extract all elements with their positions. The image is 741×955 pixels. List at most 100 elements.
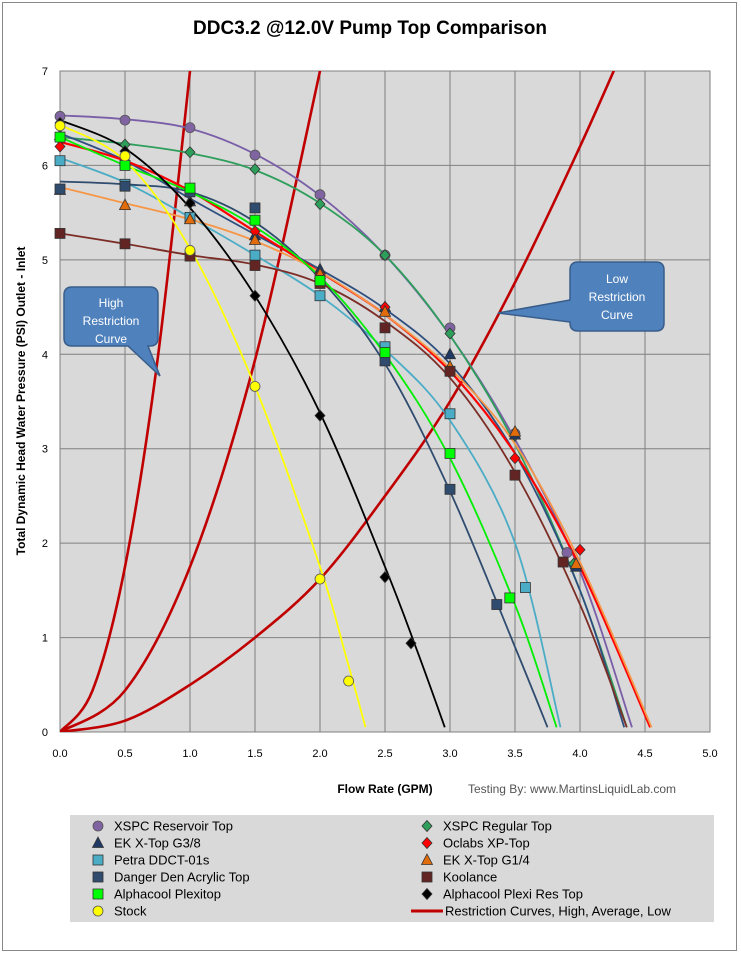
data-point-series-9: [379, 571, 391, 584]
legend-label: Danger Den Acrylic Top: [114, 870, 250, 885]
data-point-series-6: [54, 183, 66, 195]
data-point-series-10: [343, 675, 355, 687]
series-curve-4: [60, 157, 562, 728]
data-point-series-7: [379, 322, 391, 334]
y-tick-label: 4: [42, 349, 48, 361]
data-point-series-6: [119, 180, 131, 192]
data-point-series-9: [314, 409, 326, 422]
data-point-series-9: [405, 637, 417, 650]
legend-marker: [92, 854, 104, 866]
data-point-series-1: [184, 146, 196, 159]
data-point-series-8: [119, 160, 131, 171]
legend-label: Alphacool Plexitop: [114, 887, 221, 902]
legend-marker: [421, 819, 433, 833]
series-curve-7: [60, 232, 628, 728]
y-tick-label: 7: [42, 66, 48, 78]
legend-label: EK X-Top G3/8: [114, 836, 201, 851]
legend-label: Stock: [114, 904, 147, 919]
high-callout-line-3: Curve: [95, 332, 127, 346]
data-point-series-4: [249, 249, 261, 261]
x-tick-label: 3.5: [507, 748, 522, 760]
x-tick-label: 4.0: [572, 748, 587, 760]
data-point-series-5: [569, 557, 583, 569]
data-point-series-5: [183, 212, 197, 225]
high-callout-line-2: Restriction: [83, 314, 140, 328]
legend-marker: [421, 871, 433, 883]
restriction-curve-average: [60, 71, 322, 732]
legend-label: Oclabs XP-Top: [443, 836, 530, 851]
data-point-series-10: [314, 573, 326, 585]
data-point-series-1: [379, 249, 391, 262]
y-tick-label: 5: [42, 255, 48, 267]
low-restriction-callout: Low Restriction Curve: [497, 261, 665, 332]
x-tick-label: 0.0: [52, 748, 67, 760]
y-tick-label: 3: [42, 444, 48, 456]
low-callout-line-3: Curve: [601, 308, 633, 322]
data-point-series-10: [119, 150, 131, 162]
legend-marker: [92, 820, 104, 832]
data-point-series-8: [54, 131, 66, 143]
data-point-series-4: [444, 408, 456, 420]
data-point-series-4: [314, 290, 326, 302]
chart-title: DDC3.2 @12.0V Pump Top Comparison: [193, 18, 547, 39]
data-point-series-8: [314, 275, 326, 287]
legend-label: XSPC Reservoir Top: [114, 819, 233, 834]
data-point-series-7: [54, 228, 66, 239]
x-tick-label: 2.5: [377, 748, 392, 760]
y-tick-label: 1: [42, 633, 48, 645]
data-point-series-10: [54, 120, 66, 132]
x-tick-label: 0.5: [117, 748, 132, 760]
data-point-series-5: [378, 304, 392, 317]
data-point-series-7: [249, 260, 261, 271]
low-callout-line-2: Restriction: [589, 290, 646, 304]
data-point-series-3: [509, 452, 521, 465]
series-curve-9: [60, 119, 446, 728]
data-point-series-6: [249, 202, 261, 214]
legend-label: Petra DDCT-01s: [114, 853, 210, 868]
data-point-series-10: [184, 245, 196, 256]
x-tick-label: 4.5: [637, 748, 652, 760]
x-tick-label: 2.0: [312, 748, 327, 760]
y-tick-label: 6: [42, 160, 48, 172]
y-tick-label: 2: [42, 538, 48, 550]
legend-marker: [92, 871, 104, 883]
data-point-series-3: [574, 543, 586, 556]
y-tick-label: 0: [42, 727, 48, 739]
legend-marker: [421, 887, 433, 901]
low-callout-line-1: Low: [606, 272, 628, 286]
data-point-series-4: [54, 155, 66, 167]
data-point-series-1: [314, 198, 326, 211]
data-point-series-8: [249, 214, 261, 226]
data-point-series-8: [184, 182, 196, 194]
data-point-series-0: [249, 149, 261, 161]
data-point-series-8: [504, 592, 516, 604]
x-tick-label: 3.0: [442, 748, 457, 760]
legend-marker: [421, 836, 433, 850]
y-axis-title: Total Dynamic Head Water Pressure (PSI) …: [14, 247, 28, 556]
data-point-series-1: [249, 163, 261, 176]
data-point-series-5: [248, 233, 262, 245]
x-axis-title: Flow Rate (GPM): [337, 782, 432, 796]
legend-box: [70, 815, 714, 922]
data-point-series-6: [491, 599, 503, 610]
data-point-series-7: [509, 469, 521, 481]
legend-label: Restriction Curves, High, Average, Low: [445, 904, 672, 919]
legend-label: EK X-Top G1/4: [443, 853, 530, 868]
legend-marker: [420, 853, 434, 865]
data-point-series-0: [119, 114, 131, 126]
data-point-series-5: [508, 424, 522, 437]
data-point-series-7: [119, 238, 131, 250]
data-point-series-1: [444, 327, 456, 340]
legend: XSPC Reservoir Top XSPC Regular Top EK X-T…: [70, 815, 714, 922]
restriction-curve-low: [60, 71, 616, 732]
credit-text: Testing By: www.MartinsLiquidLab.com: [468, 782, 676, 796]
data-point-series-0: [184, 122, 196, 134]
data-point-series-3: [54, 140, 66, 153]
data-point-series-8: [444, 448, 456, 459]
data-point-series-5: [118, 198, 132, 210]
restriction-curve-high: [60, 71, 192, 732]
data-point-series-9: [184, 197, 196, 210]
high-callout-line-1: High: [99, 296, 124, 310]
x-tick-label: 5.0: [702, 748, 717, 760]
